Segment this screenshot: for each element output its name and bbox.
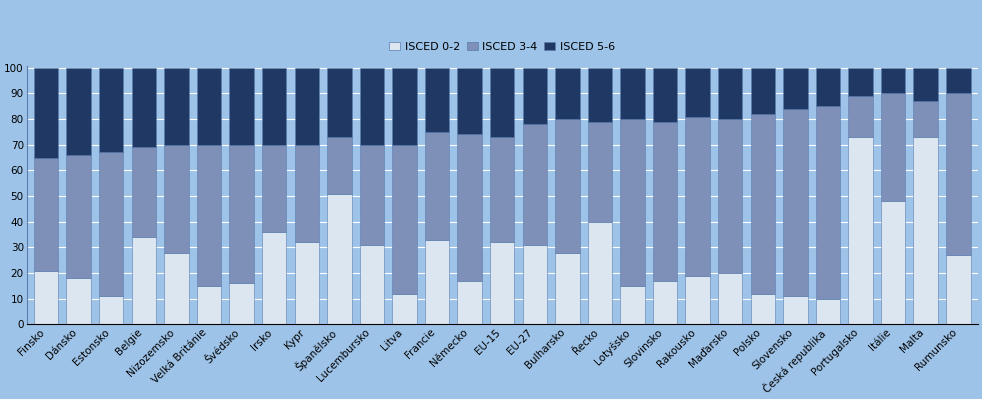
Bar xyxy=(881,68,905,93)
Bar xyxy=(881,93,905,201)
Bar xyxy=(67,68,91,155)
Bar xyxy=(67,155,91,278)
Bar xyxy=(262,68,287,145)
Bar xyxy=(913,137,938,324)
Bar xyxy=(490,242,515,324)
Legend: ISCED 0-2, ISCED 3-4, ISCED 5-6: ISCED 0-2, ISCED 3-4, ISCED 5-6 xyxy=(386,38,619,55)
Bar xyxy=(132,68,156,147)
Bar xyxy=(653,68,678,122)
Bar xyxy=(262,145,287,232)
Bar xyxy=(816,68,841,106)
Bar xyxy=(425,240,449,324)
Bar xyxy=(295,242,319,324)
Bar xyxy=(555,68,579,119)
Bar xyxy=(99,296,124,324)
Bar xyxy=(99,68,124,152)
Bar xyxy=(425,132,449,240)
Bar xyxy=(490,137,515,242)
Bar xyxy=(848,96,873,137)
Bar xyxy=(555,119,579,253)
Bar xyxy=(784,68,807,109)
Bar xyxy=(458,281,482,324)
Bar xyxy=(685,117,710,276)
Bar xyxy=(621,286,645,324)
Bar xyxy=(718,119,742,273)
Bar xyxy=(784,296,807,324)
Bar xyxy=(848,68,873,96)
Bar xyxy=(522,124,547,245)
Bar xyxy=(881,201,905,324)
Bar xyxy=(816,299,841,324)
Bar xyxy=(295,145,319,242)
Bar xyxy=(359,245,384,324)
Bar xyxy=(653,281,678,324)
Bar xyxy=(621,68,645,119)
Bar xyxy=(490,68,515,137)
Bar xyxy=(522,68,547,124)
Bar xyxy=(196,286,221,324)
Bar xyxy=(913,101,938,137)
Bar xyxy=(327,194,352,324)
Bar xyxy=(685,276,710,324)
Bar xyxy=(718,68,742,119)
Bar xyxy=(522,245,547,324)
Bar xyxy=(750,294,775,324)
Bar xyxy=(425,68,449,132)
Bar xyxy=(295,68,319,145)
Bar xyxy=(913,68,938,101)
Bar xyxy=(946,68,970,93)
Bar xyxy=(34,158,58,271)
Bar xyxy=(230,145,253,283)
Bar xyxy=(946,255,970,324)
Bar xyxy=(392,68,416,145)
Bar xyxy=(784,109,807,296)
Bar xyxy=(132,237,156,324)
Bar xyxy=(359,145,384,245)
Bar xyxy=(359,68,384,145)
Bar xyxy=(34,271,58,324)
Bar xyxy=(99,152,124,296)
Bar xyxy=(196,145,221,286)
Bar xyxy=(34,68,58,158)
Bar xyxy=(196,68,221,145)
Bar xyxy=(164,145,189,253)
Bar xyxy=(587,222,612,324)
Bar xyxy=(587,122,612,222)
Bar xyxy=(555,253,579,324)
Bar xyxy=(587,68,612,122)
Bar xyxy=(750,68,775,114)
Bar xyxy=(392,145,416,294)
Bar xyxy=(653,122,678,281)
Bar xyxy=(458,134,482,281)
Bar xyxy=(816,106,841,299)
Bar xyxy=(392,294,416,324)
Bar xyxy=(750,114,775,294)
Bar xyxy=(164,68,189,145)
Bar xyxy=(946,93,970,255)
Bar xyxy=(132,147,156,237)
Bar xyxy=(230,68,253,145)
Bar xyxy=(164,253,189,324)
Bar xyxy=(685,68,710,117)
Bar xyxy=(230,283,253,324)
Bar xyxy=(718,273,742,324)
Bar xyxy=(848,137,873,324)
Bar xyxy=(262,232,287,324)
Bar xyxy=(67,278,91,324)
Bar xyxy=(621,119,645,286)
Bar xyxy=(458,68,482,134)
Bar xyxy=(327,137,352,194)
Bar xyxy=(327,68,352,137)
